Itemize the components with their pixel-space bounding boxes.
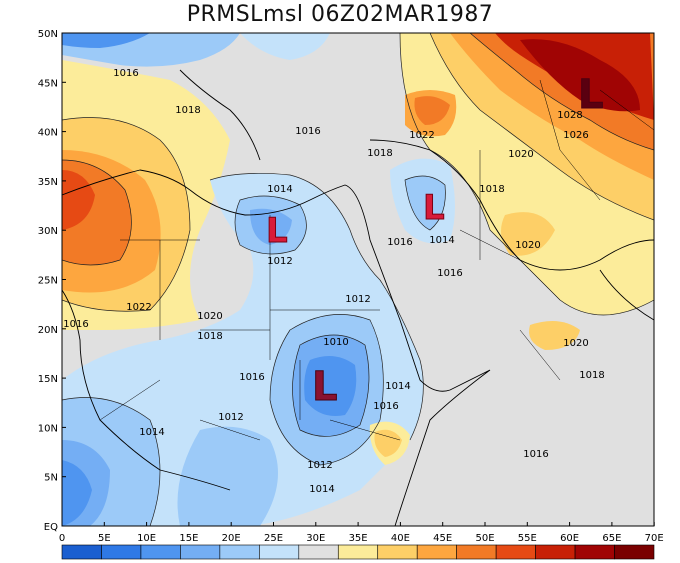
colorbar-swatch xyxy=(101,544,142,560)
isobar-label: 1012 xyxy=(267,256,292,267)
low-marker-med: L xyxy=(266,211,288,251)
isobar-label: 1020 xyxy=(197,311,222,322)
lon-label: 45E xyxy=(433,533,452,544)
isobar-label: 1016 xyxy=(437,268,462,279)
low-marker-mideast: L xyxy=(423,188,445,228)
isobar-label: 1020 xyxy=(515,240,540,251)
isobar-label: 1028 xyxy=(557,110,582,121)
isobar-label: 1014 xyxy=(267,184,292,195)
lat-label: 10N xyxy=(38,423,58,434)
isobar-label: 1016 xyxy=(113,68,138,79)
isobar-label: 1020 xyxy=(563,338,588,349)
lat-label: 30N xyxy=(38,226,58,237)
isobar-label: 1010 xyxy=(323,337,348,348)
isobar-label: 1018 xyxy=(197,331,222,342)
colorbar-swatch xyxy=(259,544,300,560)
low-marker-ne: L xyxy=(578,72,604,118)
isobar-label: 1022 xyxy=(409,130,434,141)
isobar-label: 1014 xyxy=(309,484,334,495)
low-marker-sudan: L xyxy=(312,364,338,410)
lon-label: 0 xyxy=(59,533,65,544)
isobar-label: 1026 xyxy=(563,130,588,141)
latitude-labels: 50N 45N 40N 35N 30N 25N 20N 15N 10N 5N EQ xyxy=(38,29,66,533)
borders xyxy=(99,79,654,441)
chart-title: PRMSLmsl 06Z02MAR1987 xyxy=(186,2,494,27)
isobar-label: 1016 xyxy=(373,401,398,412)
lon-label: 30E xyxy=(306,533,325,544)
isobar-value-labels: 1016 1018 1016 1018 1022 1028 1026 1020 1014 1018… xyxy=(63,68,604,495)
isobar-label: 1018 xyxy=(175,105,200,116)
isobar-label: 1012 xyxy=(345,294,370,305)
colorbar-swatch xyxy=(337,544,379,560)
isobar-label: 1018 xyxy=(479,184,504,195)
lat-label: EQ xyxy=(44,522,58,533)
lat-label: 15N xyxy=(38,374,58,385)
isobar-label: 1012 xyxy=(307,460,332,471)
isobar-lines xyxy=(62,33,654,526)
colorbar-swatch xyxy=(180,544,221,560)
lon-label: 20E xyxy=(222,533,241,544)
lat-label: 35N xyxy=(38,177,58,188)
isobar-label: 1016 xyxy=(295,126,320,137)
isobar-label: 1016 xyxy=(63,319,88,330)
isobar-label: 1018 xyxy=(579,370,604,381)
lat-label: 20N xyxy=(38,325,58,336)
lon-label: 40E xyxy=(391,533,410,544)
colorbar-swatch xyxy=(219,544,260,560)
lon-label: 15E xyxy=(179,533,198,544)
colorbar-swatch xyxy=(140,544,181,560)
lat-label: 50N xyxy=(38,29,58,40)
lon-label: 70E xyxy=(645,533,664,544)
colorbar-swatch xyxy=(416,544,457,560)
colorbar-swatch xyxy=(574,544,615,560)
isobar-label: 1014 xyxy=(139,427,164,438)
lon-label: 60E xyxy=(560,533,579,544)
lon-label: 5E xyxy=(98,533,111,544)
lon-label: 65E xyxy=(602,533,621,544)
isobar-label: 1014 xyxy=(385,381,410,392)
lat-label: 40N xyxy=(38,128,58,139)
pressure-field xyxy=(62,33,654,526)
colorbar-swatch xyxy=(535,544,576,560)
isobar-label: 1014 xyxy=(429,235,454,246)
lon-label: 35E xyxy=(349,533,368,544)
colorbar-swatch xyxy=(614,544,655,560)
lon-label: 55E xyxy=(518,533,537,544)
colorbar-swatch xyxy=(61,544,102,560)
lon-label: 25E xyxy=(264,533,283,544)
isobar-label: 1016 xyxy=(523,449,548,460)
lon-label: 50E xyxy=(475,533,494,544)
isobar-label: 1012 xyxy=(218,412,243,423)
isobar-label: 1016 xyxy=(387,237,412,248)
isobar-label: 1018 xyxy=(367,148,392,159)
colorbar-swatch xyxy=(456,544,497,560)
colorbar-swatch xyxy=(495,544,536,560)
isobar-label: 1020 xyxy=(508,149,533,160)
lat-label: 45N xyxy=(38,78,58,89)
lat-label: 5N xyxy=(44,473,58,484)
lat-label: 25N xyxy=(38,276,58,287)
colorbar-swatch xyxy=(377,544,418,560)
isobar-label: 1022 xyxy=(126,302,151,313)
coastlines xyxy=(62,69,654,526)
isobar-label: 1016 xyxy=(239,372,264,383)
colorbar-swatch xyxy=(298,544,339,560)
lon-label: 10E xyxy=(137,533,156,544)
longitude-labels: 0 5E 10E 15E 20E 25E 30E 35E 40E 45E 50E 55E 60E 65E 7… xyxy=(59,522,664,544)
colorbar xyxy=(61,544,655,560)
